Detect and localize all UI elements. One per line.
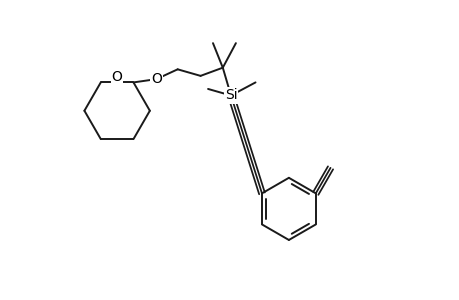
- Text: Si: Si: [224, 88, 237, 103]
- Text: O: O: [112, 70, 122, 83]
- Text: O: O: [151, 72, 162, 86]
